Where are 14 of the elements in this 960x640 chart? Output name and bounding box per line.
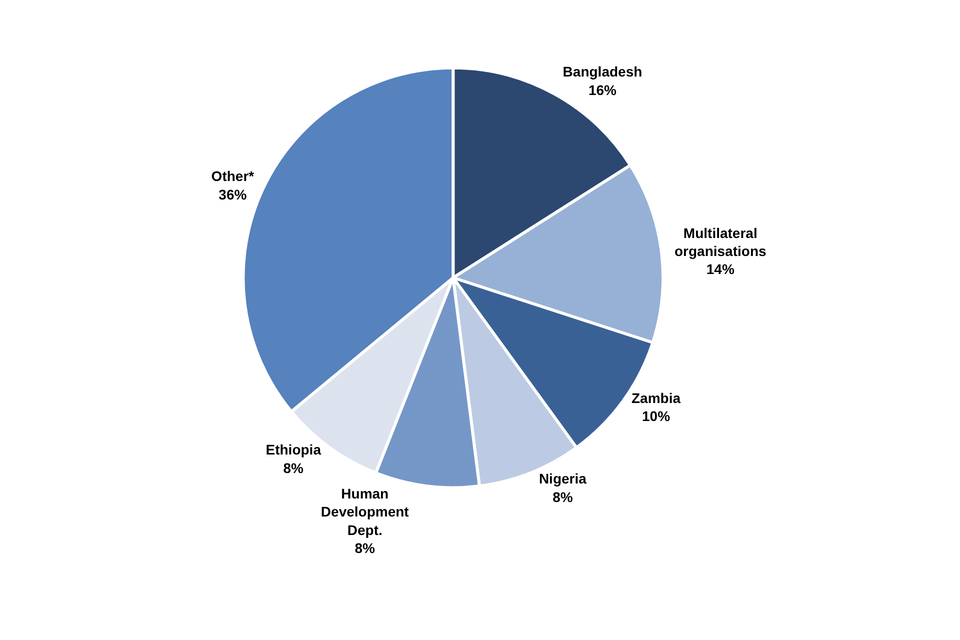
data-label: 36% [218, 186, 248, 202]
data-label: 14% [706, 261, 735, 278]
slice-label: Bangladesh [562, 64, 642, 80]
slice-label: Human Development Dept. [320, 485, 410, 538]
slice-label: Other* [211, 168, 255, 184]
slice-label: Zambia [632, 390, 681, 406]
data-label: 8% [552, 488, 574, 505]
data-label: 8% [354, 540, 376, 556]
slice-label: Multilateral organisations [674, 224, 766, 260]
data-label: 16% [588, 82, 618, 98]
data-label: 10% [642, 408, 671, 424]
slice-label: Ethiopia [266, 442, 322, 458]
slice-label: Nigeria [538, 470, 587, 487]
data-label: 8% [283, 460, 304, 476]
